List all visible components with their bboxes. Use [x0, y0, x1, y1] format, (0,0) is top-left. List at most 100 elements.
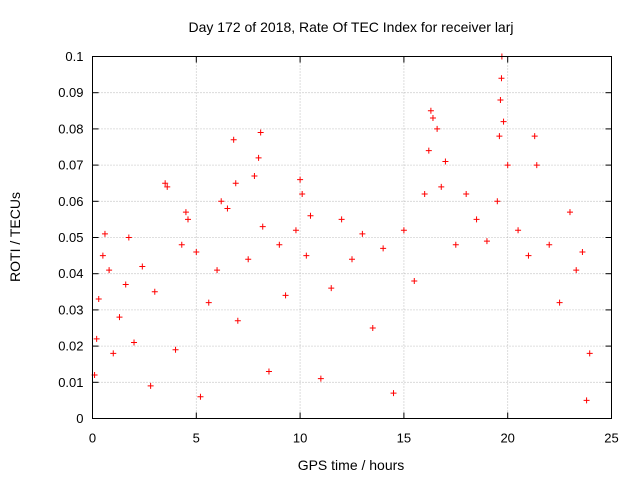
data-point: [125, 234, 132, 241]
data-point: [164, 183, 171, 190]
data-point: [218, 198, 225, 205]
data-point: [93, 335, 100, 342]
data-point: [162, 180, 169, 187]
data-point: [411, 277, 418, 284]
y-tick-label: 0.1: [65, 49, 83, 64]
data-point: [245, 256, 252, 263]
x-axis-label: GPS time / hours: [298, 457, 405, 473]
x-tick-label: 15: [397, 431, 411, 446]
data-point: [463, 191, 470, 198]
data-point: [359, 230, 366, 237]
data-point: [583, 397, 590, 404]
data-point: [172, 346, 179, 353]
data-point: [197, 393, 204, 400]
data-point: [427, 107, 434, 114]
data-point: [504, 162, 511, 169]
data-point: [299, 191, 306, 198]
grid-lines: [92, 56, 612, 419]
y-tick-label: 0.02: [58, 339, 83, 354]
data-point: [380, 245, 387, 252]
y-tick-label: 0.07: [58, 158, 83, 173]
data-point: [573, 267, 580, 274]
data-point: [151, 288, 158, 295]
data-point: [473, 216, 480, 223]
data-point: [500, 118, 507, 125]
data-point: [214, 267, 221, 274]
data-point: [276, 241, 283, 248]
data-point: [586, 350, 593, 357]
data-point: [566, 209, 573, 216]
data-point: [265, 368, 272, 375]
y-tick-label: 0.01: [58, 375, 83, 390]
data-point: [292, 227, 299, 234]
data-point: [122, 281, 129, 288]
y-tick-label: 0.05: [58, 230, 83, 245]
data-point: [205, 299, 212, 306]
data-point: [259, 223, 266, 230]
data-point: [307, 212, 314, 219]
y-tick-label: 0.08: [58, 121, 83, 136]
data-point: [328, 285, 335, 292]
y-axis-label: ROTI / TECUs: [7, 192, 23, 282]
data-point: [442, 158, 449, 165]
data-point: [106, 267, 113, 274]
data-point: [421, 191, 428, 198]
chart-title: Day 172 of 2018, Rate Of TEC Index for r…: [188, 19, 513, 35]
data-point: [251, 172, 258, 179]
data-point: [579, 248, 586, 255]
x-tick-label: 10: [293, 431, 307, 446]
data-point: [232, 180, 239, 187]
data-point: [369, 325, 376, 331]
data-point: [434, 125, 441, 132]
data-point: [515, 227, 522, 234]
data-point: [483, 238, 490, 245]
data-point: [438, 183, 445, 190]
y-tick-label: 0.09: [58, 85, 83, 100]
data-point: [224, 205, 231, 212]
data-point: [99, 252, 106, 259]
y-tick-label: 0: [76, 411, 83, 426]
data-point: [390, 390, 397, 397]
data-points: [91, 53, 593, 404]
y-tick-label: 0.03: [58, 302, 83, 317]
data-point: [230, 136, 237, 143]
data-point: [497, 96, 504, 103]
data-point: [496, 133, 503, 140]
data-point: [184, 216, 191, 223]
data-point: [147, 382, 154, 389]
data-point: [297, 176, 304, 183]
data-point: [131, 339, 138, 346]
data-point: [178, 241, 185, 248]
data-point: [498, 75, 505, 82]
data-point: [452, 241, 459, 248]
data-point: [494, 198, 501, 205]
y-tick-label: 0.04: [58, 266, 83, 281]
data-point: [110, 350, 117, 357]
data-point: [255, 154, 262, 161]
axis-ticks: 0 0.01 0.02 0.03 0.04 0.05 0.06 0.07 0.08 0.09 0.1…: [58, 49, 619, 446]
x-tick-label: 20: [500, 431, 514, 446]
data-point: [257, 129, 264, 136]
data-point: [546, 241, 553, 248]
data-point: [429, 115, 436, 122]
data-point: [182, 209, 189, 216]
data-point: [139, 263, 146, 270]
data-point: [317, 375, 324, 382]
data-point: [116, 314, 123, 321]
data-point: [234, 317, 241, 324]
data-point: [533, 162, 540, 169]
x-tick-label: 5: [193, 431, 200, 446]
data-point: [531, 133, 538, 140]
data-point: [282, 292, 289, 299]
data-point: [101, 230, 108, 237]
y-tick-label: 0.06: [58, 194, 83, 209]
data-point: [95, 296, 102, 303]
data-point: [349, 256, 355, 263]
data-point: [303, 252, 310, 259]
data-point: [193, 248, 200, 255]
data-point: [425, 147, 432, 154]
x-tick-label: 25: [604, 431, 618, 446]
data-point: [525, 252, 532, 259]
data-point: [400, 227, 407, 234]
